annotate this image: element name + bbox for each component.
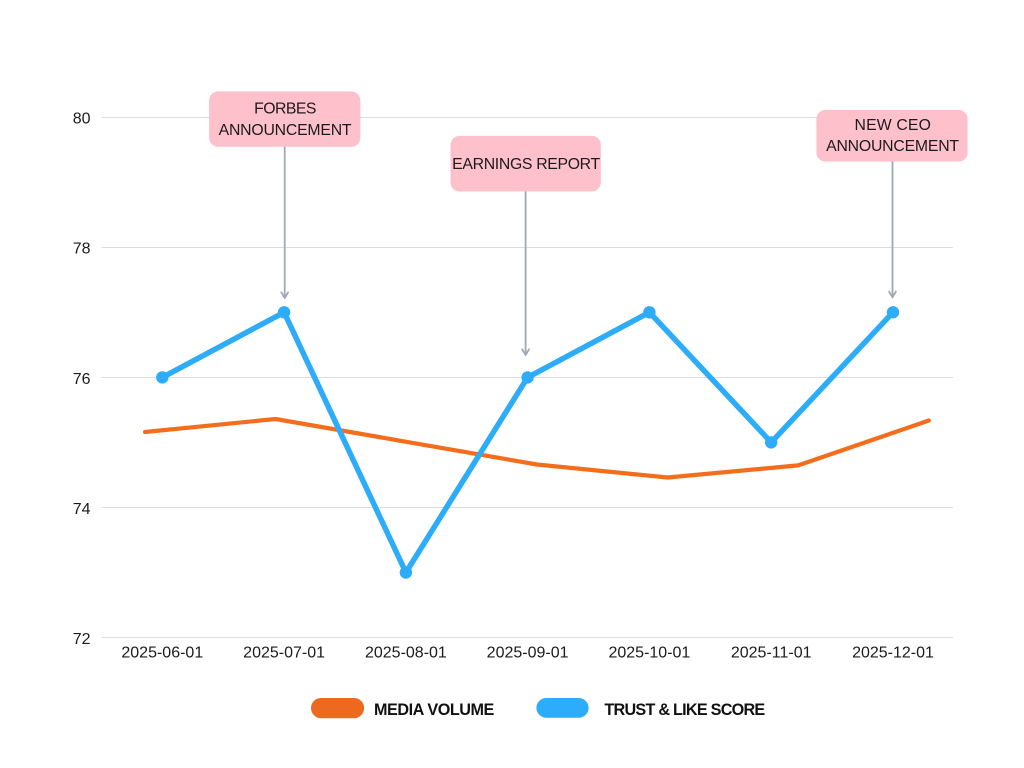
svg-text:78: 78 [73, 241, 91, 258]
svg-text:NEW CEO: NEW CEO [855, 117, 932, 134]
svg-text:2025-09-01: 2025-09-01 [487, 644, 569, 661]
svg-text:80: 80 [73, 111, 91, 128]
svg-text:ANNOUNCEMENT: ANNOUNCEMENT [826, 138, 959, 155]
svg-text:2025-12-01: 2025-12-01 [852, 644, 934, 661]
svg-text:EARNINGS REPORT: EARNINGS REPORT [452, 156, 600, 173]
svg-text:2025-10-01: 2025-10-01 [608, 644, 690, 661]
svg-text:ANNOUNCEMENT: ANNOUNCEMENT [219, 122, 352, 139]
svg-text:MEDIA VOLUME: MEDIA VOLUME [374, 701, 495, 719]
svg-text:TRUST & LIKE SCORE: TRUST & LIKE SCORE [604, 701, 765, 719]
svg-text:74: 74 [73, 501, 91, 518]
svg-text:FORBES: FORBES [254, 101, 316, 118]
svg-text:2025-06-01: 2025-06-01 [121, 644, 203, 661]
svg-text:2025-11-01: 2025-11-01 [731, 644, 812, 661]
svg-text:76: 76 [73, 371, 91, 388]
svg-text:2025-08-01: 2025-08-01 [365, 644, 447, 661]
svg-text:72: 72 [73, 631, 91, 648]
svg-text:2025-07-01: 2025-07-01 [243, 644, 325, 661]
